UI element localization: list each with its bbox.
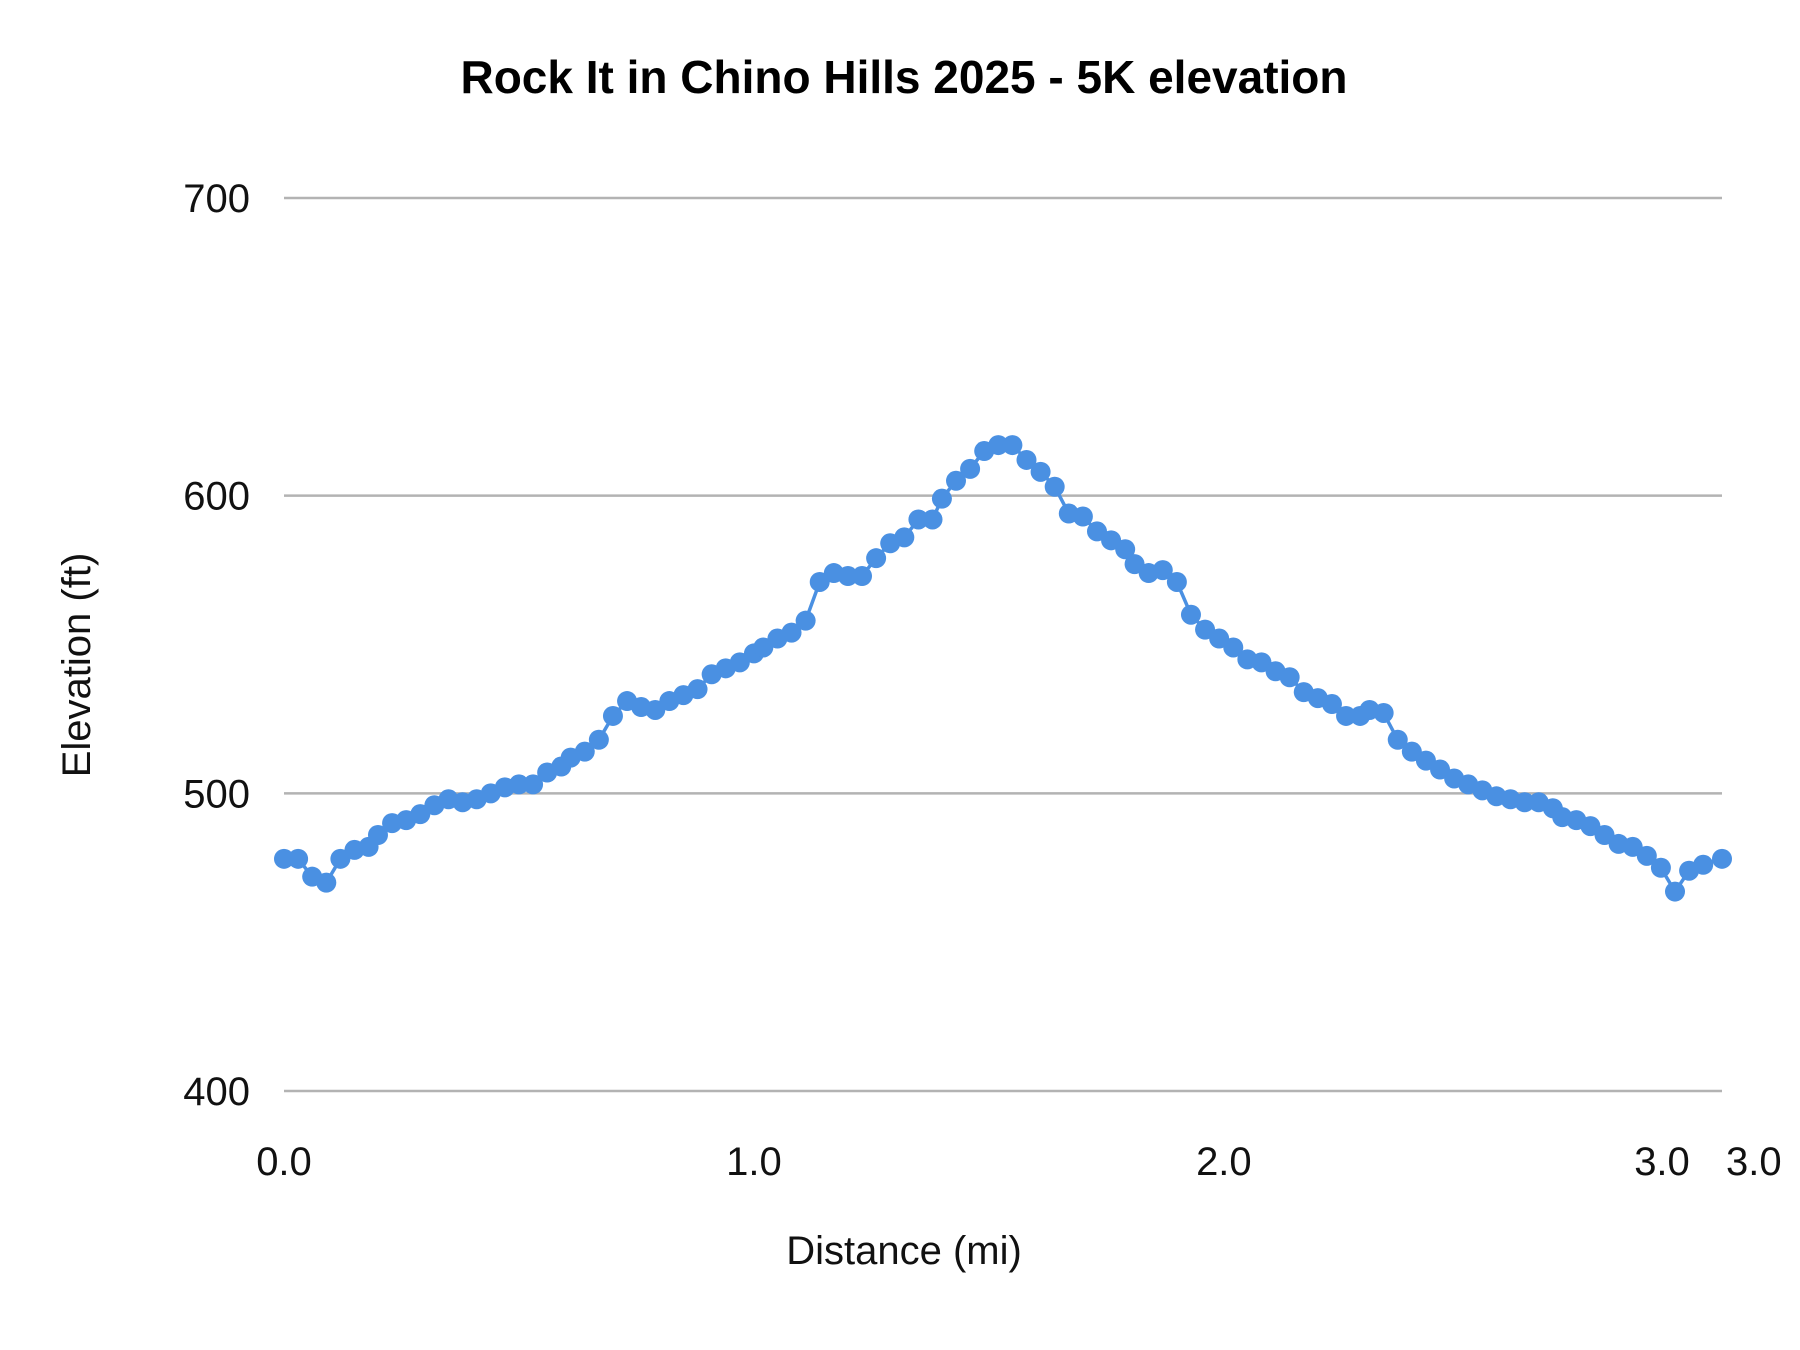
data-point <box>866 548 887 569</box>
data-point <box>1166 571 1187 592</box>
data-point <box>523 774 544 795</box>
data-point <box>1030 461 1051 482</box>
data-point <box>1180 604 1201 625</box>
y-tick-label: 700 <box>183 177 250 221</box>
data-point <box>367 825 388 846</box>
chart-title: Rock It in Chino Hills 2025 - 5K elevati… <box>460 51 1347 103</box>
data-point <box>288 848 309 869</box>
x-tick-label: 3.0 <box>1726 1140 1782 1184</box>
gridlines <box>284 196 1722 1093</box>
data-point <box>837 566 858 587</box>
series-line <box>284 443 1723 895</box>
x-tick-label: 1.0 <box>726 1140 782 1184</box>
data-point <box>1636 845 1657 866</box>
data-point <box>316 872 337 893</box>
x-axis-ticks: 0.0 1.0 2.0 3.0 3.0 <box>256 1140 1781 1184</box>
x-tick-label: 0.0 <box>256 1140 312 1184</box>
y-axis-ticks: 400 500 600 700 <box>183 177 250 1114</box>
data-point <box>894 527 915 548</box>
x-tick-label: 3.0 <box>1634 1140 1690 1184</box>
data-point <box>1321 694 1342 715</box>
data-point <box>1514 792 1535 813</box>
data-point <box>1152 560 1173 581</box>
x-tick-label: 2.0 <box>1196 1140 1252 1184</box>
data-point <box>1712 848 1732 869</box>
data-point <box>1665 881 1686 902</box>
data-point <box>1002 435 1023 456</box>
y-tick-label: 600 <box>183 475 250 519</box>
data-point <box>1072 506 1093 527</box>
elevation-series <box>274 435 1732 902</box>
data-point <box>931 488 952 509</box>
data-point <box>1223 637 1244 658</box>
data-point <box>687 679 708 700</box>
data-point <box>922 509 943 530</box>
data-point <box>602 705 623 726</box>
data-point <box>908 509 929 530</box>
data-point <box>1373 702 1394 723</box>
data-point <box>946 470 967 491</box>
y-tick-label: 400 <box>183 1070 250 1114</box>
data-point <box>1387 729 1408 750</box>
data-point <box>781 622 802 643</box>
y-axis-label: Elevation (ft) <box>55 553 99 778</box>
data-point <box>1044 476 1065 497</box>
data-point <box>574 741 595 762</box>
data-point <box>1279 667 1300 688</box>
data-point <box>508 774 529 795</box>
data-point <box>1650 857 1671 878</box>
x-axis-label: Distance (mi) <box>786 1229 1022 1273</box>
data-point <box>1336 705 1357 726</box>
data-point <box>1115 539 1136 560</box>
data-point <box>960 458 981 479</box>
data-point <box>852 566 873 587</box>
data-point <box>1693 854 1714 875</box>
data-point <box>1016 449 1037 470</box>
data-point <box>588 729 609 750</box>
data-point <box>274 848 294 869</box>
data-point <box>988 435 1009 456</box>
data-point <box>795 610 816 631</box>
y-tick-label: 500 <box>183 772 250 816</box>
